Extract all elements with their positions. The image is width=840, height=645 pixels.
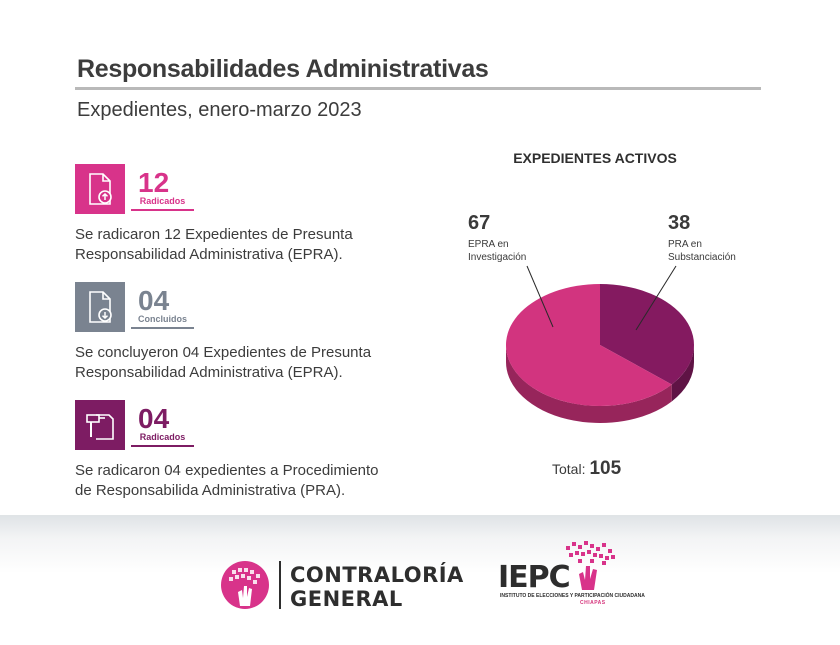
slice-epra-label: EPRA en Investigación bbox=[468, 239, 527, 263]
contraloria-line1: CONTRALORÍA bbox=[290, 563, 464, 587]
chart-total: Total: 105 bbox=[552, 458, 622, 479]
page-subtitle: Expedientes, enero-marzo 2023 bbox=[77, 99, 362, 121]
stat-concluidos-tag: Concluidos bbox=[131, 314, 194, 329]
stat-radicados-number: 12 bbox=[138, 167, 170, 198]
pie-side-pra bbox=[671, 345, 694, 402]
iepc-state: CHIAPAS bbox=[580, 600, 606, 606]
gavel-document-icon bbox=[75, 400, 125, 450]
chart-title: EXPEDIENTES ACTIVOS bbox=[513, 150, 677, 166]
contraloria-divider bbox=[279, 561, 281, 609]
stat-radicados-description: Se radicaron 12 Expedientes de Presunta R… bbox=[75, 226, 353, 263]
leader-line-epra bbox=[526, 265, 554, 328]
page-title: Responsabilidades Administrativas bbox=[77, 55, 489, 83]
leader-line-pra bbox=[635, 265, 677, 331]
stat-pra-number: 04 bbox=[138, 403, 170, 434]
stat-concluidos-number: 04 bbox=[138, 285, 170, 316]
stat-concluidos-description: Se concluyeron 04 Expedientes de Presunt… bbox=[75, 344, 372, 381]
stat-radicados-tag: Radicados bbox=[131, 196, 194, 211]
contraloria-line2: GENERAL bbox=[290, 587, 403, 611]
document-upload-icon bbox=[75, 164, 125, 214]
iepc-subtitle: INSTITUTO DE ELECCIONES Y PARTICIPACIÓN … bbox=[500, 593, 645, 599]
slice-epra-value: 67 bbox=[468, 212, 491, 234]
stat-pra-tag: Radicados bbox=[131, 432, 194, 447]
contraloria-logo-icon bbox=[221, 561, 269, 609]
slice-pra-value: 38 bbox=[668, 212, 691, 234]
stat-pra-description: Se radicaron 04 expedientes a Procedimie… bbox=[75, 462, 379, 499]
slice-pra-label: PRA en Substanciación bbox=[668, 239, 736, 263]
footer-band bbox=[0, 515, 840, 645]
document-download-icon bbox=[75, 282, 125, 332]
iepc-logo-icon bbox=[566, 541, 615, 590]
title-divider bbox=[75, 87, 761, 90]
pie-side-epra bbox=[506, 345, 672, 423]
iepc-wordmark: IEPC bbox=[498, 560, 571, 595]
pie-slice-pra bbox=[600, 284, 694, 385]
